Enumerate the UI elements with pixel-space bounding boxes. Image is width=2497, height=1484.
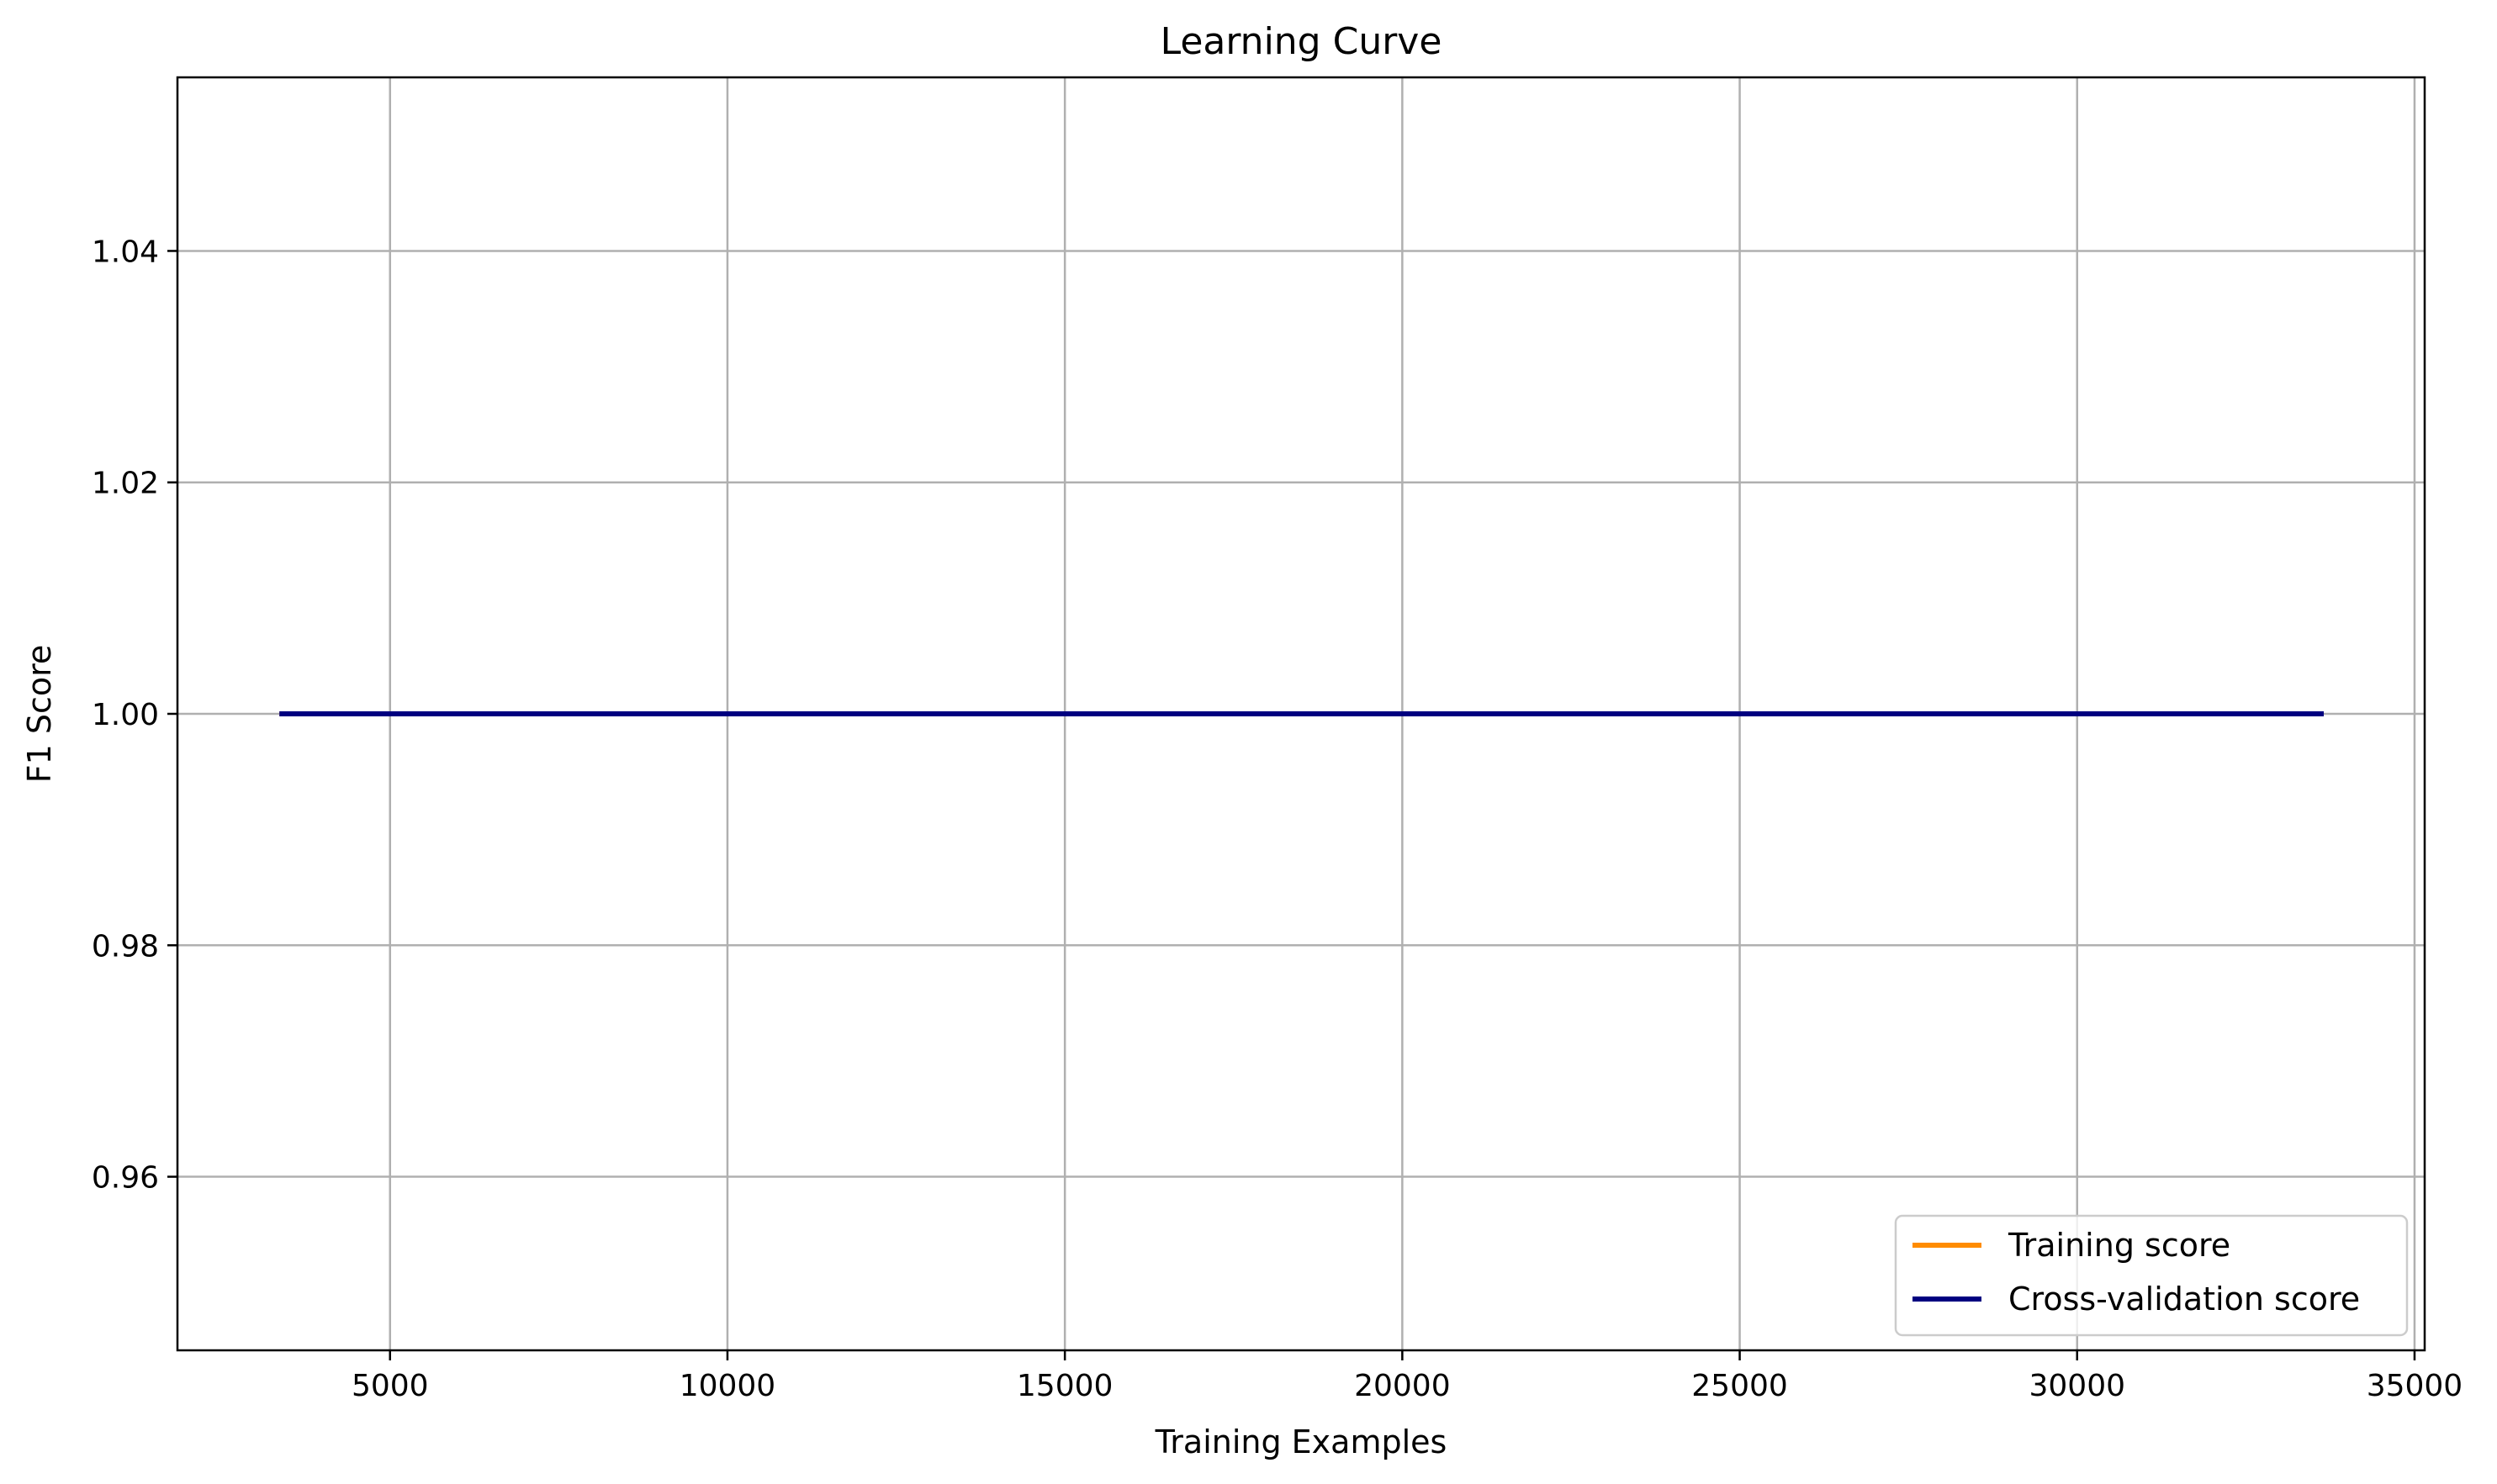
chart-title: Learning Curve	[1161, 20, 1442, 63]
y-tick-label: 1.02	[92, 467, 159, 501]
x-tick-label: 35000	[2367, 1369, 2463, 1403]
legend-label-cross-validation: Cross-validation score	[2008, 1281, 2360, 1318]
legend: Training score Cross-validation score	[1894, 1214, 2409, 1337]
y-tick-label: 1.00	[92, 698, 159, 732]
y-tick-label: 0.96	[92, 1161, 159, 1196]
x-tick-label: 20000	[1354, 1369, 1451, 1403]
legend-box	[1894, 1214, 2409, 1337]
axis-ticks: 5000 10000 15000 20000 25000 30000 35000 0.96 0.…	[92, 235, 2463, 1403]
x-tick-label: 25000	[1691, 1369, 1788, 1403]
x-tick-label: 15000	[1017, 1369, 1114, 1403]
legend-label-training: Training score	[2008, 1227, 2230, 1264]
x-tick-label: 30000	[2029, 1369, 2125, 1403]
y-tick-label: 0.98	[92, 929, 159, 964]
x-tick-label: 10000	[680, 1369, 776, 1403]
y-tick-label: 1.04	[92, 235, 159, 269]
y-axis-label: F1 Score	[21, 645, 58, 784]
x-axis-label: Training Examples	[1155, 1423, 1447, 1460]
x-tick-label: 5000	[352, 1369, 429, 1403]
